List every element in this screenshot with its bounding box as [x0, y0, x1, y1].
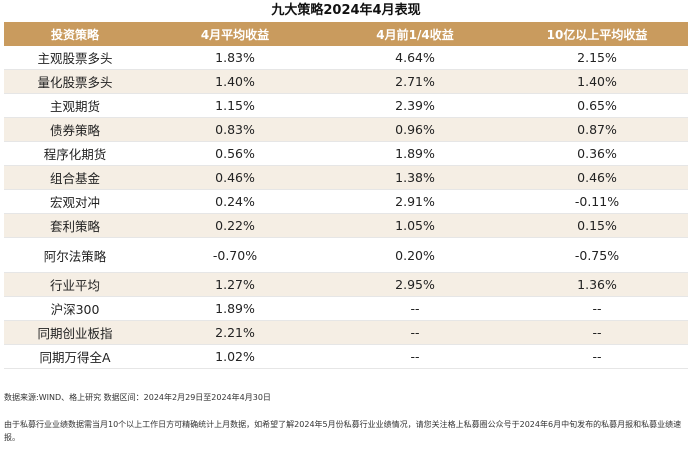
april-avg-return-cell: 1.02% [146, 344, 324, 369]
over-1b-avg-cell: 2.15% [506, 46, 688, 70]
april-avg-return-cell: 1.83% [146, 46, 324, 70]
strategy-cell: 同期万得全A [4, 344, 146, 369]
table-row: 阿尔法策略 -0.70% 0.20% -0.75% [4, 237, 688, 273]
table-row: 同期创业板指 2.21% -- -- [4, 320, 688, 345]
strategy-cell: 套利策略 [4, 213, 146, 238]
april-avg-return-cell: -0.70% [146, 237, 324, 273]
april-top-quarter-cell: 4.64% [324, 46, 506, 70]
table-row: 行业平均 1.27% 2.95% 1.36% [4, 272, 688, 297]
table-row: 套利策略 0.22% 1.05% 0.15% [4, 213, 688, 238]
footnote: 由于私募行业业绩数据需当月10个以上工作日方可精确统计上月数据，如希望了解202… [4, 420, 682, 442]
april-top-quarter-cell: 0.20% [324, 237, 506, 273]
april-top-quarter-cell: 1.05% [324, 213, 506, 238]
april-avg-return-cell: 2.21% [146, 320, 324, 345]
over-1b-avg-cell: -- [506, 296, 688, 321]
strategy-cell: 量化股票多头 [4, 69, 146, 94]
april-top-quarter-cell: 2.95% [324, 272, 506, 297]
strategy-cell: 债券策略 [4, 117, 146, 142]
strategy-cell: 同期创业板指 [4, 320, 146, 345]
april-top-quarter-cell: -- [324, 344, 506, 369]
table-row: 主观股票多头 1.83% 4.64% 2.15% [4, 46, 688, 70]
over-1b-avg-cell: 0.15% [506, 213, 688, 238]
header-over-1b-avg-return: 10亿以上平均收益 [506, 22, 688, 46]
april-avg-return-cell: 0.56% [146, 141, 324, 166]
strategy-performance-table: 投资策略 4月平均收益 4月前1/4收益 10亿以上平均收益 主观股票多头 1.8… [4, 22, 688, 369]
table-header-row: 投资策略 4月平均收益 4月前1/4收益 10亿以上平均收益 [4, 22, 688, 46]
over-1b-avg-cell: 0.46% [506, 165, 688, 190]
april-avg-return-cell: 1.27% [146, 272, 324, 297]
strategy-cell: 宏观对冲 [4, 189, 146, 214]
strategy-cell: 阿尔法策略 [4, 237, 146, 273]
table-row: 宏观对冲 0.24% 2.91% -0.11% [4, 189, 688, 214]
april-avg-return-cell: 1.15% [146, 93, 324, 118]
over-1b-avg-cell: 1.40% [506, 69, 688, 94]
april-top-quarter-cell: -- [324, 296, 506, 321]
april-avg-return-cell: 0.24% [146, 189, 324, 214]
april-avg-return-cell: 0.46% [146, 165, 324, 190]
april-top-quarter-cell: 0.96% [324, 117, 506, 142]
april-top-quarter-cell: 1.89% [324, 141, 506, 166]
table-row: 主观期货 1.15% 2.39% 0.65% [4, 93, 688, 118]
table-row: 同期万得全A 1.02% -- -- [4, 344, 688, 369]
over-1b-avg-cell: 0.65% [506, 93, 688, 118]
april-avg-return-cell: 1.40% [146, 69, 324, 94]
april-avg-return-cell: 0.22% [146, 213, 324, 238]
header-april-avg-return: 4月平均收益 [146, 22, 324, 46]
over-1b-avg-cell: 0.87% [506, 117, 688, 142]
over-1b-avg-cell: -0.11% [506, 189, 688, 214]
strategy-cell: 主观股票多头 [4, 46, 146, 70]
table-row: 程序化期货 0.56% 1.89% 0.36% [4, 141, 688, 166]
strategy-cell: 主观期货 [4, 93, 146, 118]
over-1b-avg-cell: -0.75% [506, 237, 688, 273]
table-row: 债券策略 0.83% 0.96% 0.87% [4, 117, 688, 142]
strategy-cell: 行业平均 [4, 272, 146, 297]
april-top-quarter-cell: -- [324, 320, 506, 345]
over-1b-avg-cell: -- [506, 344, 688, 369]
april-top-quarter-cell: 2.39% [324, 93, 506, 118]
table-title: 九大策略2024年4月表现 [271, 3, 421, 18]
april-avg-return-cell: 1.89% [146, 296, 324, 321]
april-top-quarter-cell: 1.38% [324, 165, 506, 190]
over-1b-avg-cell: 1.36% [506, 272, 688, 297]
strategy-cell: 组合基金 [4, 165, 146, 190]
april-top-quarter-cell: 2.91% [324, 189, 506, 214]
header-april-top-quarter-return: 4月前1/4收益 [324, 22, 506, 46]
table-row: 沪深300 1.89% -- -- [4, 296, 688, 321]
data-source-note: 数据来源:WIND、格上研究 数据区间：2024年2月29日至2024年4月30… [4, 393, 271, 402]
strategy-cell: 沪深300 [4, 296, 146, 321]
header-strategy: 投资策略 [4, 22, 146, 46]
strategy-cell: 程序化期货 [4, 141, 146, 166]
table-row: 量化股票多头 1.40% 2.71% 1.40% [4, 69, 688, 94]
april-top-quarter-cell: 2.71% [324, 69, 506, 94]
april-avg-return-cell: 0.83% [146, 117, 324, 142]
over-1b-avg-cell: 0.36% [506, 141, 688, 166]
over-1b-avg-cell: -- [506, 320, 688, 345]
table-row: 组合基金 0.46% 1.38% 0.46% [4, 165, 688, 190]
